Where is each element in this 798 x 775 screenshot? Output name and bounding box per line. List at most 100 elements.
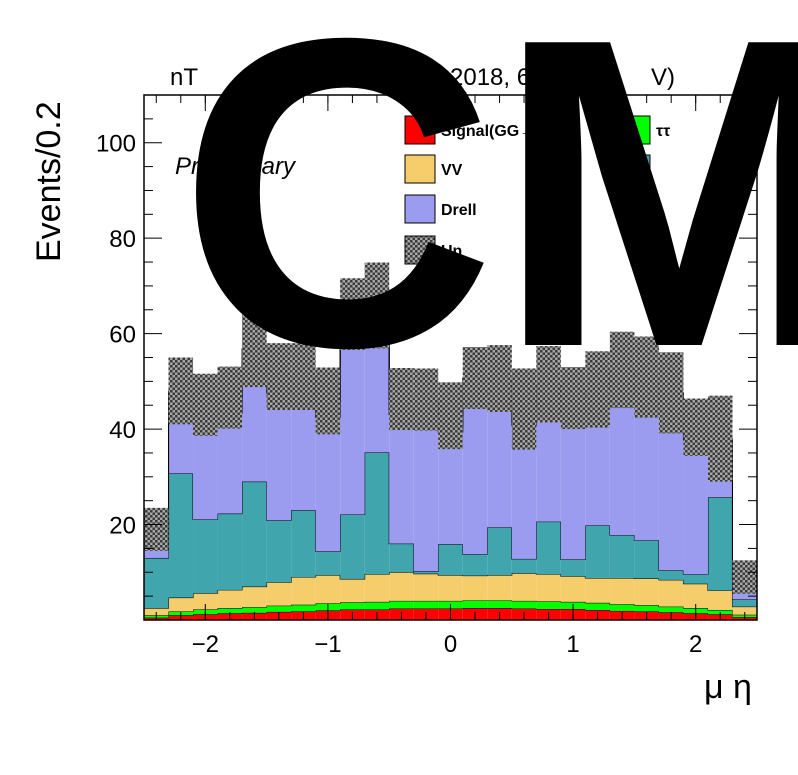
legend-swatch [619,194,651,224]
header-right-tail: ( [584,64,599,91]
legend-entry-3 [619,154,651,184]
bar-s3-b15 [511,558,537,574]
bar-s2-b17 [560,576,586,602]
bar-s2-b18 [585,578,610,603]
bar-s4-b21 [658,410,684,571]
x-axis-title: μ η [704,668,752,706]
legend-swatch [619,115,651,145]
bar-s1-b3 [217,608,243,614]
uncertainty-b12 [438,382,463,450]
bar-s1-b16 [536,601,561,610]
uncertainty-b11 [413,368,439,431]
bar-s3-b12 [438,544,463,576]
bar-s3-b19 [609,535,635,578]
bar-s4-b14 [487,393,512,528]
bar-s2-b23 [707,590,733,610]
bar-s2-b5 [266,582,292,606]
uncertainty-b18 [585,351,610,428]
bar-s2-b8 [340,578,365,603]
legend-label: VV [441,162,463,179]
bar-s1-b6 [291,604,316,612]
uncertainty-b15 [511,368,537,450]
uncertainty-b5 [266,343,292,410]
bar-s2-b14 [487,575,512,601]
uncertainty-b21 [658,352,684,434]
stacked-bars [144,304,757,620]
y-tick-label: 60 [109,322,136,349]
bar-s2-b1 [168,597,194,612]
bar-s2-b12 [438,575,463,601]
bar-s4-b17 [560,413,586,560]
bar-s1-b14 [487,600,512,609]
x-tick-label: 2 [689,631,702,658]
bar-s3-b2 [193,519,218,594]
bar-s1-b18 [585,602,610,610]
x-tick-label: 0 [444,631,457,658]
legend-swatch [404,235,436,265]
bar-s1-b13 [462,600,488,609]
bar-s3-b7 [315,551,341,576]
bar-s1-b11 [413,600,439,609]
uncertainty-b8 [340,278,365,350]
legend-entry-6: Un [404,235,462,265]
legend-swatch [404,194,436,224]
cms-watermark: CM [178,0,798,439]
y-tick-label: 20 [109,513,136,540]
legend-entry-2: VV [404,154,463,184]
header-right-main: 2018, 60 fb [450,64,570,91]
bar-s4-b7 [315,417,341,552]
header-right-end: V) [651,64,675,91]
bar-s3-b9 [364,452,390,575]
bar-s1-b19 [609,604,635,611]
uncertainty-b3 [217,366,243,429]
uncertainty-b4 [242,310,267,388]
bar-s1-b15 [511,600,537,609]
bar-s2-b10 [389,572,414,601]
bar-s4-b6 [291,393,316,511]
bar-s1-b5 [266,605,292,612]
bar-s3-b5 [266,520,292,583]
y-axis-title: Events/0.2 [30,101,68,262]
bar-s3-b3 [217,513,243,590]
bar-s2-b0 [144,608,169,616]
bar-s2-b3 [217,589,243,609]
bar-s3-b23 [707,497,733,591]
bar-s3-b16 [536,521,561,575]
bar-s4-b22 [683,440,708,575]
uncertainty-b13 [462,347,488,410]
series-3 [144,451,757,609]
bar-s2-b15 [511,573,537,601]
bar-s2-b21 [658,579,684,607]
uncertainty-b19 [609,331,635,409]
bar-s1-b4 [242,607,267,613]
uncertainty-b2 [193,373,218,436]
legend-label: Un [441,243,462,260]
bar-s4-b13 [462,394,488,555]
legend-entry-1: ττ [619,115,670,145]
bar-s2-b11 [413,573,439,601]
bar-s1-b8 [340,602,365,610]
y-tick-label: 80 [109,226,136,253]
x-tick-label: 1 [566,631,579,658]
uncertainty-b23 [707,395,733,482]
bar-s3-b21 [658,570,684,580]
bar-s2-b16 [536,574,561,602]
uncertainty-b6 [291,343,316,410]
bar-s1-b10 [389,600,414,609]
bar-s2-b6 [291,577,316,605]
uncertainty-b1 [168,357,194,425]
uncertainty-b16 [536,346,561,423]
legend-label: Signal(GG→ WW) [441,123,575,140]
bar-s4-b12 [438,431,463,545]
bar-s4-b2 [193,419,218,520]
bar-s4-b10 [389,414,414,544]
bar-s1-b9 [364,601,390,610]
uncertainty-b14 [487,345,512,412]
legend-label: Drell [441,202,477,219]
bar-s1-b21 [658,606,684,613]
legend-entry-5 [619,194,651,224]
bar-s1-b20 [634,605,659,612]
x-tick-label: −1 [314,631,341,658]
bar-s4-b19 [609,387,635,536]
